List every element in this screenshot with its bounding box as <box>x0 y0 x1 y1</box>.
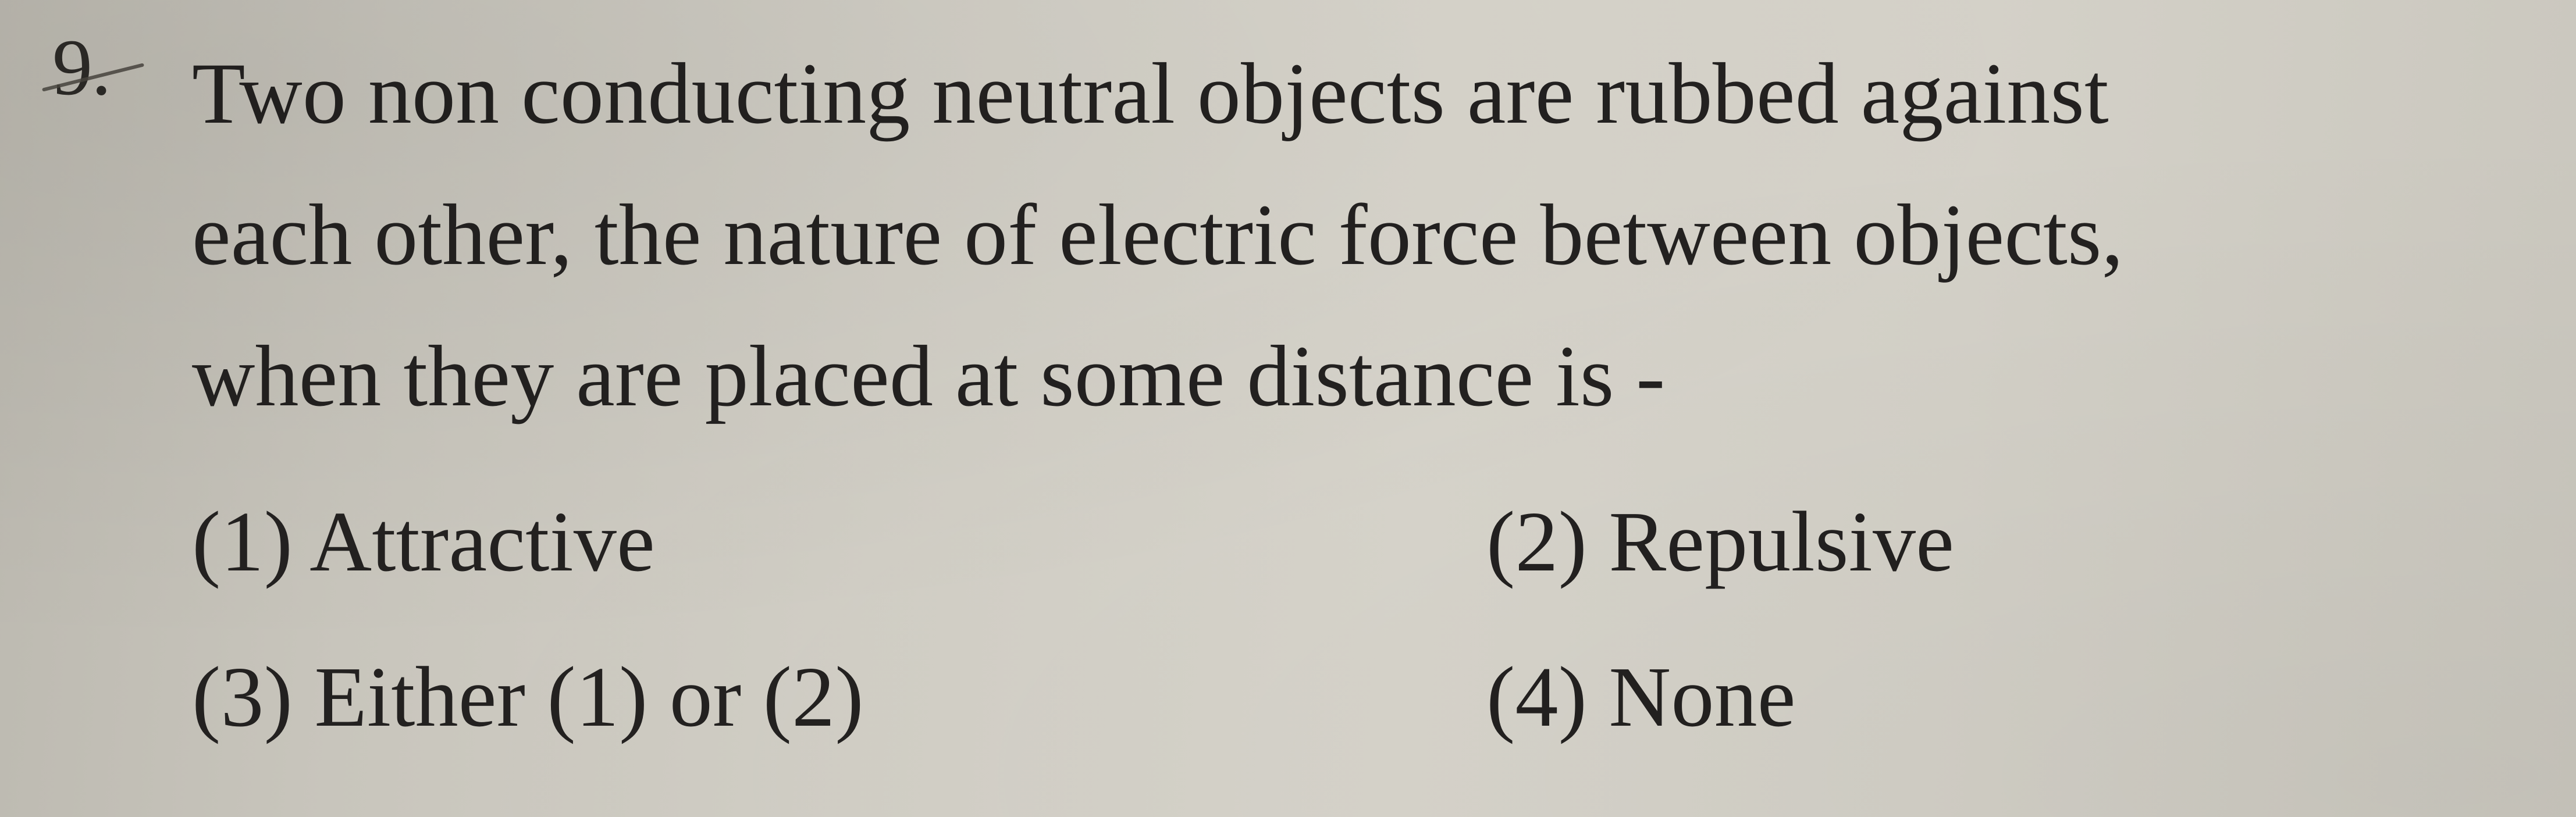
option-4-text: None <box>1609 650 1795 745</box>
option-1-text: Attractive <box>309 494 655 590</box>
option-3-key: (3) <box>192 650 293 745</box>
option-2-text: Repulsive <box>1609 494 1954 590</box>
question-block: 9. Two non conducting neutral objects ar… <box>35 23 2536 758</box>
stem-line-2: each other, the nature of electric force… <box>192 187 2123 283</box>
question-stem: Two non conducting neutral objects are r… <box>192 23 2536 447</box>
option-2: (2) Repulsive <box>1486 482 2536 602</box>
option-4: (4) None <box>1486 637 2536 758</box>
stem-line-1: Two non conducting neutral objects are r… <box>192 45 2109 142</box>
option-3-text: Either (1) or (2) <box>314 650 863 745</box>
question-number-text: 9. <box>52 23 111 112</box>
stem-line-3: when they are placed at some distance is… <box>192 328 1665 424</box>
question-row: 9. Two non conducting neutral objects ar… <box>35 23 2536 758</box>
option-3: (3) Either (1) or (2) <box>192 637 1242 758</box>
options-grid: (1) Attractive (2) Repulsive (3) Either … <box>192 482 2536 758</box>
question-body: Two non conducting neutral objects are r… <box>192 23 2536 758</box>
question-number: 9. <box>35 23 192 112</box>
option-4-key: (4) <box>1486 650 1587 745</box>
option-2-key: (2) <box>1486 494 1587 590</box>
option-1-key: (1) <box>192 494 293 590</box>
option-1: (1) Attractive <box>192 482 1242 602</box>
